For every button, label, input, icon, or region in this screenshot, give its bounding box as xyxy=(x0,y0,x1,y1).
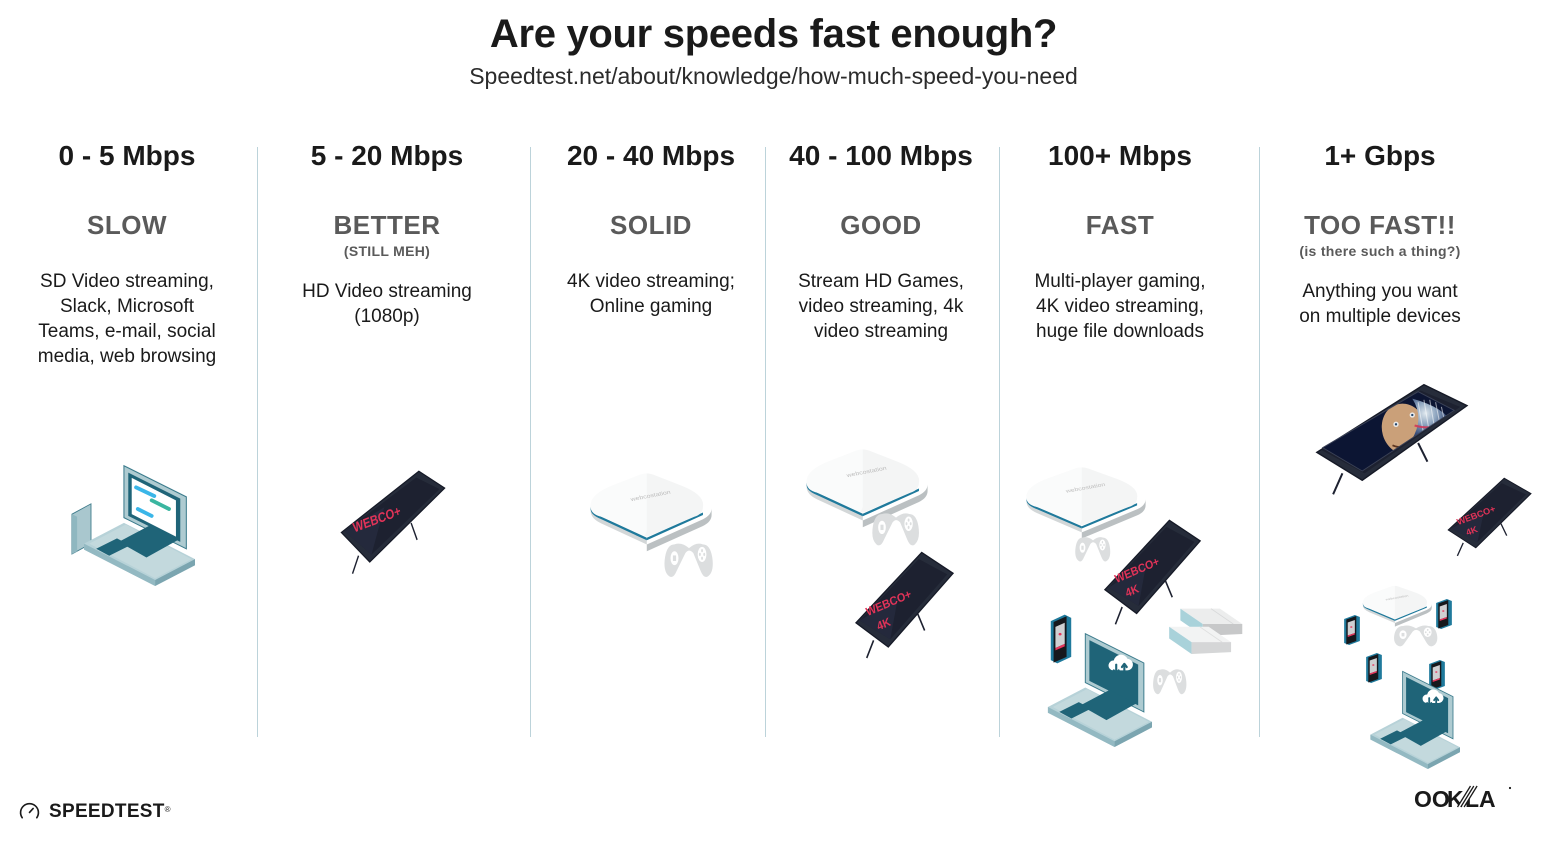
svg-text:OO: OO xyxy=(1414,786,1450,812)
svg-text:K: K xyxy=(1447,786,1464,812)
